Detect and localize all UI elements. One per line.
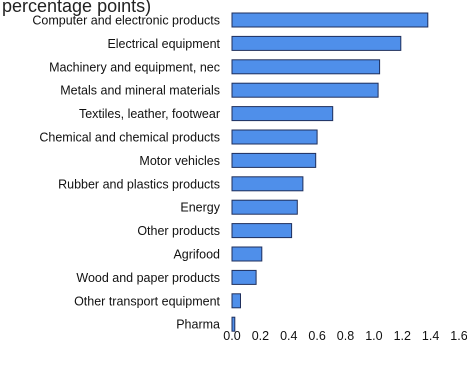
category-label: Rubber and plastics products — [58, 177, 220, 191]
category-label: Other products — [137, 224, 220, 238]
category-label: Electrical equipment — [107, 37, 220, 51]
bar — [231, 293, 241, 309]
bars-layer — [231, 12, 429, 332]
chart-title: percentage points) — [2, 0, 151, 16]
x-tick-label: 1.0 — [365, 329, 382, 343]
category-label: Wood and paper products — [76, 271, 220, 285]
category-label: Agrifood — [173, 248, 220, 262]
x-tick-label: 1.4 — [422, 329, 439, 343]
bar — [231, 246, 263, 262]
bar — [231, 152, 317, 168]
bar — [231, 176, 304, 192]
category-label: Textiles, leather, footwear — [79, 107, 220, 121]
bar — [231, 106, 334, 122]
x-tick-label: 0.0 — [223, 329, 240, 343]
bar — [231, 199, 298, 215]
category-label: Pharma — [176, 318, 220, 332]
bar — [231, 316, 236, 332]
x-tick-label: 0.8 — [337, 329, 354, 343]
x-tick-label: 0.2 — [252, 329, 269, 343]
x-tick-label: 1.6 — [450, 329, 467, 343]
bar — [231, 12, 429, 28]
category-label: Chemical and chemical products — [39, 131, 220, 145]
category-label: Motor vehicles — [139, 154, 220, 168]
x-axis-ticks: 0.0 0.2 0.4 0.6 0.8 1.0 1.2 1.4 1.6 — [223, 329, 467, 343]
category-label: Energy — [180, 201, 220, 215]
bar — [231, 35, 402, 51]
category-labels: Computer and electronic products Electric… — [32, 14, 220, 332]
x-tick-label: 0.4 — [280, 329, 297, 343]
bar — [231, 269, 257, 285]
category-label: Metals and mineral materials — [60, 84, 220, 98]
category-label: Other transport equipment — [74, 294, 220, 308]
category-label: Computer and electronic products — [32, 14, 220, 28]
bar — [231, 82, 379, 98]
bar — [231, 129, 318, 145]
bar — [231, 59, 381, 75]
x-tick-label: 1.2 — [394, 329, 411, 343]
bar — [231, 223, 293, 239]
category-label: Machinery and equipment, nec — [49, 60, 220, 74]
x-tick-label: 0.6 — [308, 329, 325, 343]
